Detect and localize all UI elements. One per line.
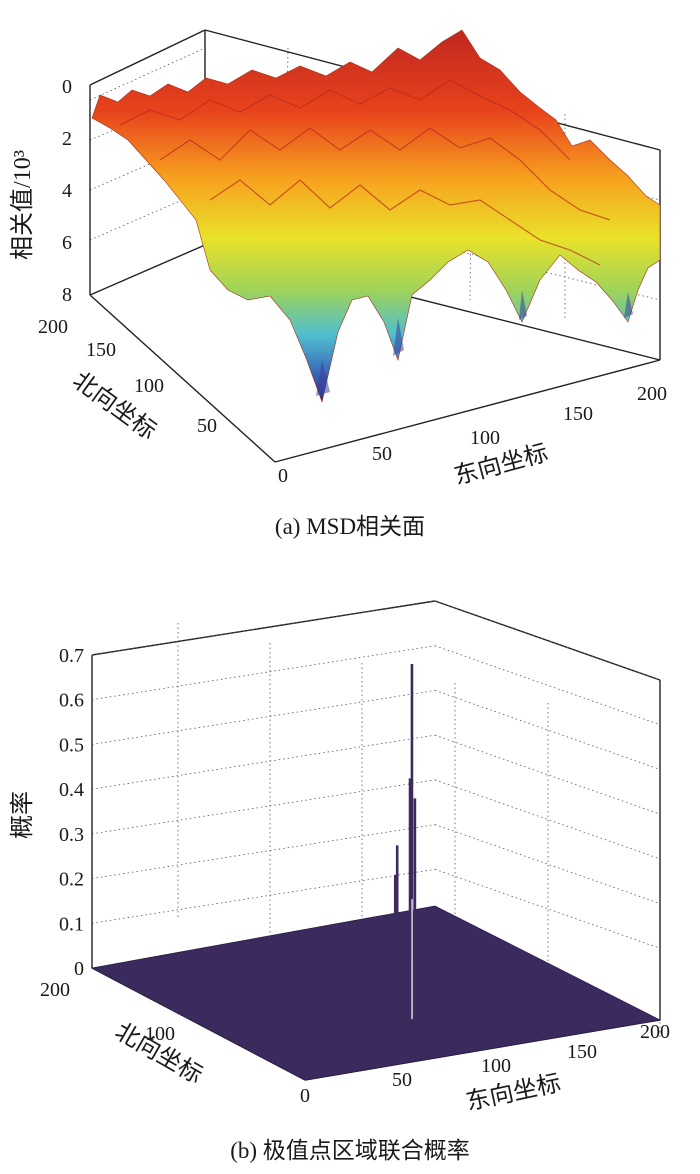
panel-a-z-ticks: 0 2 4 6 8 [62,76,72,306]
panel-b-z-axis-label: 概率 [9,791,36,839]
z-gridline [434,690,661,770]
probability-peak-bar [393,874,397,951]
panel-a-x-axis-label: 东向坐标 [451,439,551,490]
x-tick-label: 0 [278,465,288,487]
z-gridline [434,600,661,681]
panel-a-z-axis-label: 相关值/10³ [9,150,36,260]
x-tick-label: 200 [637,383,667,405]
z-tick-label: 0.2 [59,869,84,891]
panel-b-x-ticks: 0 50 100 150 200 [300,1021,670,1107]
surface [91,29,661,404]
z-tick-label: 0.6 [59,690,84,712]
z-gridline [91,779,436,835]
z-gridline [434,779,661,860]
x-tick-label: 0 [300,1085,310,1107]
panel-b-z-gridlines [91,600,661,949]
z-tick-label: 4 [62,180,72,202]
panel-a-y-ticks: 200 150 100 50 [38,316,217,437]
probability-floor [90,905,662,1081]
y-tick-label: 200 [38,316,68,338]
panel-a-surface-plot: 0 2 4 6 8 相关值/10³ 200 150 100 50 北向坐标 0 … [9,29,667,539]
z-gridline [434,645,661,726]
panel-a-caption: (a) MSD相关面 [275,514,425,539]
y-tick-label: 100 [145,1023,175,1045]
probability-peaks [393,664,417,1020]
probability-peak-bar [395,845,399,953]
panel-a-x-ticks: 0 50 100 150 200 [278,383,667,487]
x-tick-label: 100 [470,427,500,449]
z-tick-label: 2 [62,128,72,150]
z-tick-label: 6 [62,232,72,254]
z-tick-label: 0.1 [59,913,84,935]
z-tick-label: 0.5 [59,734,84,756]
z-gridline [434,734,661,815]
x-tick-label: 150 [567,1041,597,1063]
panel-b-y-ticks: 200 100 [40,979,175,1045]
panel-b-caption: (b) 极值点区域联合概率 [230,1138,470,1163]
x-tick-label: 200 [640,1021,670,1043]
panel-b-bar3d-plot: 00.10.20.30.40.50.60.7 概率 200 100 北向坐标 0… [9,600,670,1163]
z-gridline [91,868,436,924]
z-gridline [91,690,436,745]
probability-peak-bar [408,778,412,958]
z-gridline [91,645,436,701]
z-tick-label: 0.4 [59,779,84,801]
probability-peak-bar [410,664,414,960]
z-tick-label: 0.3 [59,824,84,846]
y-tick-label: 200 [40,979,70,1001]
x-tick-label: 150 [563,403,593,425]
x-tick-label: 50 [392,1069,412,1091]
z-gridline [434,868,661,949]
z-tick-label: 8 [62,284,72,306]
panel-b-z-ticks: 0 0.1 0.2 0.3 0.4 0.5 0.6 0.7 [59,645,84,980]
z-gridline [91,600,436,656]
z-gridline [91,824,436,879]
z-tick-label: 0.7 [59,645,84,667]
surface-top [91,29,661,404]
z-gridline [91,734,436,790]
x-tick-label: 100 [481,1055,511,1077]
y-tick-label: 150 [86,339,116,361]
panel-b-x-axis-label: 东向坐标 [464,1069,564,1115]
x-tick-label: 50 [372,443,392,465]
y-tick-label: 100 [134,375,164,397]
z-tick-label: 0 [62,76,72,98]
z-gridline [434,824,661,904]
z-tick-label: 0 [74,958,84,980]
surface-ridges [119,79,611,266]
probability-peak-bar [413,798,417,960]
y-tick-label: 50 [197,415,217,437]
